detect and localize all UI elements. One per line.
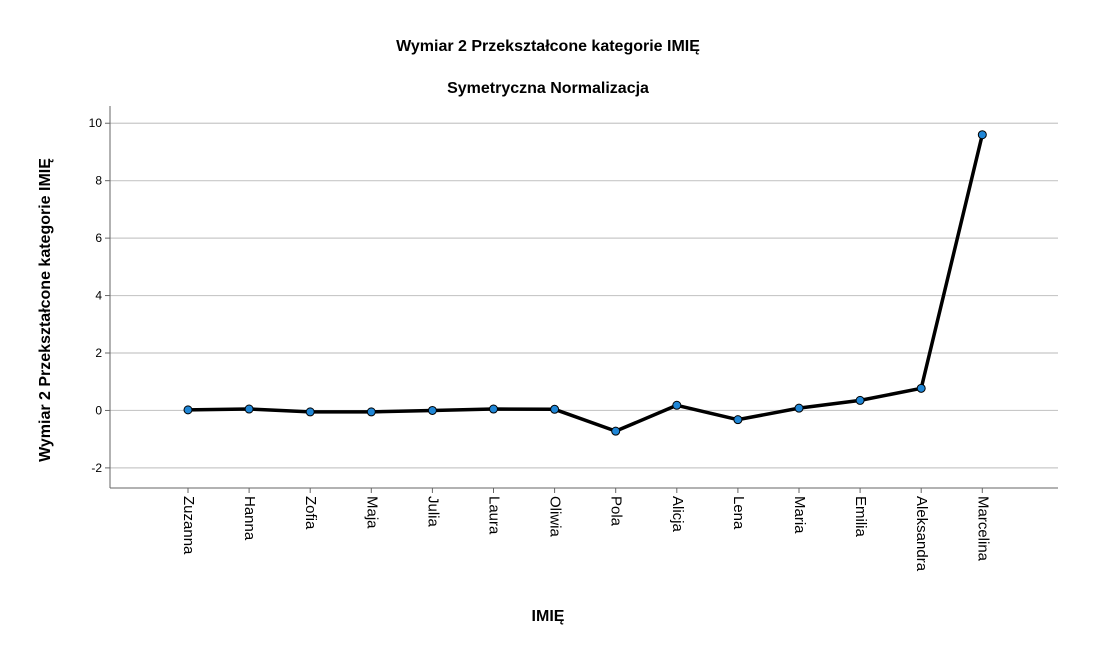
y-tick-label: 0 [95,403,102,417]
x-tick-label: Marcelina [974,496,991,562]
data-point [489,404,498,414]
x-axis-label: IMIĘ [531,608,565,625]
data-point [244,404,254,414]
x-tick-label: Oliwia [547,496,564,537]
x-tick-label: Pola [608,496,625,527]
x-tick-label: Maria [791,496,808,534]
data-point [550,404,560,414]
data-point [916,383,926,393]
x-tick-label: Julia [424,496,441,528]
y-tick-label: 8 [95,174,102,188]
data-point [427,405,437,415]
data-point [366,407,376,417]
chart-title: Wymiar 2 Przekształcone kategorie IMIĘ [396,38,700,55]
y-tick-label: 10 [89,116,103,130]
series-line [187,134,985,433]
y-tick-label: 6 [95,231,102,245]
data-point [672,400,682,410]
x-tick-label: Hanna [241,496,258,541]
data-point [611,426,621,436]
x-tick-label: Lena [730,496,747,530]
y-tick-label: -2 [91,461,102,475]
x-tick-label: Zuzanna [180,496,197,555]
x-tick-label: Alicja [669,496,686,533]
chart-subtitle: Symetryczna Normalizacja [447,80,649,97]
data-point [977,130,987,140]
x-tick-label: Emilia [852,496,869,537]
y-tick-label: 4 [95,289,102,303]
y-tick-label: 2 [95,346,102,360]
x-tick-label: Laura [486,496,503,535]
data-point [794,403,804,413]
x-tick-label: Aleksandra [913,496,930,572]
data-point [855,395,865,405]
x-tick-label: Zofia [302,496,319,530]
x-tick-label: Maja [363,496,380,529]
data-point [733,415,743,425]
data-point [305,407,315,417]
data-point [183,405,193,415]
